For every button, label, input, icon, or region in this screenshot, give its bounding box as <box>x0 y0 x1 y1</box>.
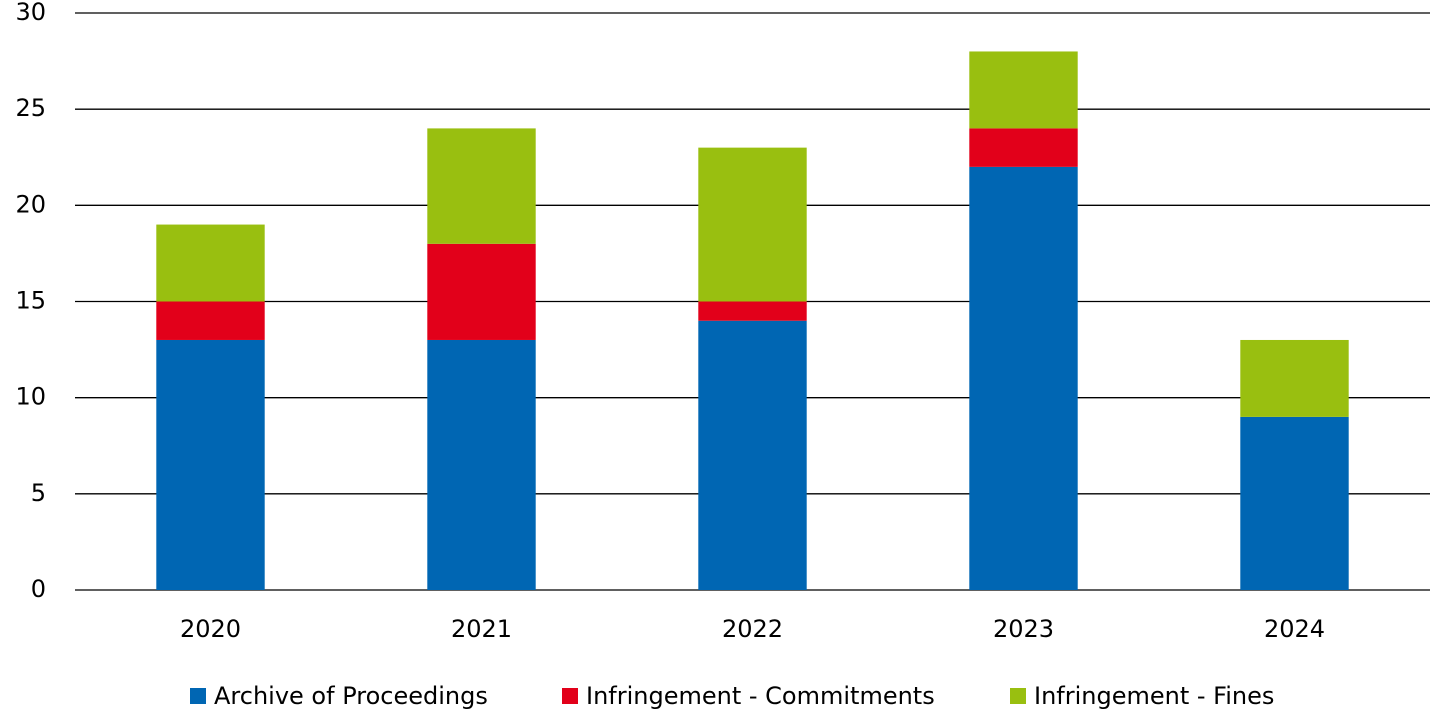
bar-segment <box>156 301 265 340</box>
x-tick-label: 2021 <box>451 615 512 643</box>
legend-swatch <box>1010 688 1026 704</box>
y-tick-label: 30 <box>15 0 46 26</box>
legend-label: Archive of Proceedings <box>214 682 488 710</box>
bar-segment <box>427 339 536 590</box>
x-tick-label: 2020 <box>180 615 241 643</box>
y-tick-label: 10 <box>15 383 46 411</box>
bar-segment <box>698 147 807 302</box>
legend-swatch <box>562 688 578 704</box>
x-tick-label: 2023 <box>993 615 1054 643</box>
legend-label: Infringement - Commitments <box>586 682 935 710</box>
legend-swatch <box>190 688 206 704</box>
y-tick-label: 15 <box>15 287 46 315</box>
y-tick-label: 0 <box>31 575 46 603</box>
bar-segment <box>698 301 807 321</box>
bar-segment <box>156 224 265 302</box>
bar-segment <box>156 339 265 590</box>
bar-segment <box>427 128 536 244</box>
legend-label: Infringement - Fines <box>1034 682 1274 710</box>
x-tick-label: 2024 <box>1264 615 1325 643</box>
y-tick-label: 20 <box>15 190 46 218</box>
bar-segment <box>698 320 807 590</box>
bar-segment <box>427 243 536 340</box>
bar-segment <box>1240 339 1349 417</box>
bar-segment <box>969 128 1078 167</box>
bar-segment <box>969 51 1078 129</box>
bar-segment <box>1240 416 1349 590</box>
y-tick-label: 5 <box>31 479 46 507</box>
y-tick-label: 25 <box>15 94 46 122</box>
x-tick-label: 2022 <box>722 615 783 643</box>
bar-segment <box>969 166 1078 590</box>
